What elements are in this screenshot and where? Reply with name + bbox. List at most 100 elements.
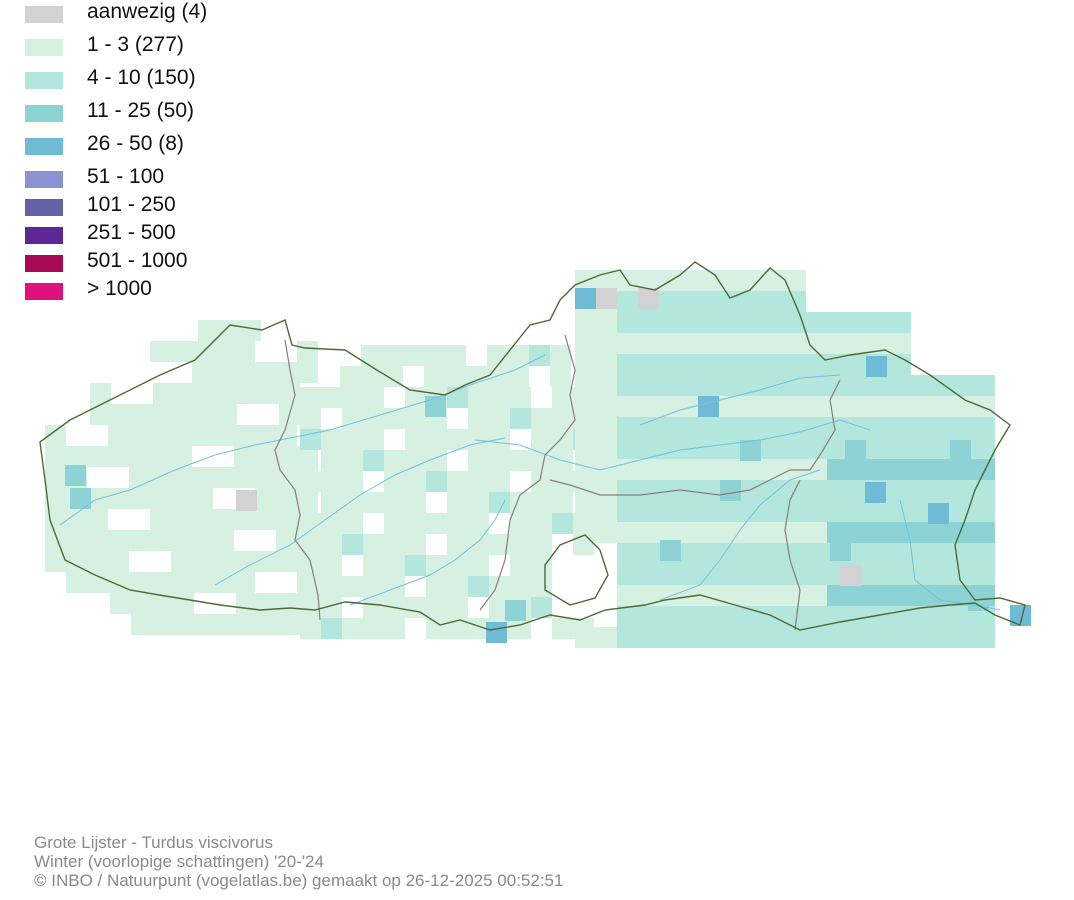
grid-cell	[659, 333, 680, 354]
grid-cell	[447, 513, 468, 534]
grid-cell	[722, 459, 743, 480]
grid-cell	[255, 467, 276, 488]
grid-cell	[911, 459, 932, 480]
grid-cell	[300, 471, 321, 492]
grid-cell	[426, 429, 447, 450]
grid-cell	[297, 488, 318, 509]
grid-cell	[508, 345, 529, 366]
grid-cell	[680, 270, 701, 291]
grid-cell	[722, 396, 743, 417]
grid-cell	[617, 396, 638, 417]
grid-cell	[596, 459, 617, 480]
grid-cell	[424, 366, 445, 387]
grid-cell	[764, 564, 785, 585]
grid-cell	[363, 555, 384, 576]
grid-cell	[447, 597, 468, 618]
grid-cell	[300, 408, 321, 429]
grid-cell	[90, 383, 111, 404]
grid-cell	[129, 530, 150, 551]
grid-cell	[342, 387, 363, 408]
grid-cell	[257, 614, 278, 635]
grid-cell	[129, 425, 150, 446]
grid-cell	[764, 501, 785, 522]
grid-cell	[468, 492, 489, 513]
grid-cell	[953, 627, 974, 648]
grid-cell	[701, 564, 722, 585]
legend-swatch	[25, 138, 63, 155]
grid-cell	[255, 446, 276, 467]
grid-cell	[300, 513, 321, 534]
grid-cell	[213, 551, 234, 572]
grid-cell	[426, 618, 447, 639]
grid-cell	[552, 429, 573, 450]
grid-cell	[638, 417, 659, 438]
period-caption: Winter (voorlopige schattingen) '20-'24	[34, 852, 324, 871]
grid-cell	[90, 404, 111, 425]
legend-label: 11 - 25 (50)	[87, 99, 194, 122]
grid-cell	[827, 627, 848, 648]
grid-cell	[806, 543, 827, 564]
legend-swatch	[25, 199, 63, 216]
grid-cell	[638, 354, 659, 375]
grid-cell	[932, 438, 953, 459]
grid-cell	[848, 333, 869, 354]
grid-cell	[743, 291, 764, 312]
grid-cell	[974, 564, 995, 585]
grid-cell	[953, 375, 974, 396]
legend-label: 26 - 50 (8)	[87, 132, 184, 155]
grid-cell	[171, 446, 192, 467]
grid-cell	[932, 480, 953, 501]
grid-cell	[403, 345, 424, 366]
grid-cell	[638, 396, 659, 417]
grid-cell	[911, 564, 932, 585]
grid-cell	[764, 417, 785, 438]
grid-cell	[764, 480, 785, 501]
grid-cell	[743, 522, 764, 543]
legend-swatch	[25, 283, 63, 300]
grid-cell	[638, 606, 659, 627]
grid-cell	[300, 555, 321, 576]
grid-cell	[276, 551, 297, 572]
grid-cell	[890, 501, 911, 522]
grid-cell	[468, 576, 489, 597]
grid-cell	[234, 362, 255, 383]
grid-cell	[405, 429, 426, 450]
grid-cell	[680, 480, 701, 501]
grid-cell	[552, 387, 573, 408]
grid-cell	[764, 438, 785, 459]
grid-cell	[529, 345, 550, 366]
grid-cell	[173, 593, 194, 614]
grid-cell	[785, 291, 806, 312]
grid-cell	[468, 618, 489, 639]
grid-cell	[150, 572, 171, 593]
grid-cell	[342, 534, 363, 555]
grid-cell	[953, 606, 974, 627]
grid-cell	[384, 618, 405, 639]
grid-cell	[45, 467, 66, 488]
grid-cell	[743, 417, 764, 438]
grid-cell	[827, 480, 848, 501]
grid-cell	[87, 446, 108, 467]
grid-cell	[865, 482, 886, 503]
grid-cell	[701, 522, 722, 543]
credit-caption: © INBO / Natuurpunt (vogelatlas.be) gema…	[34, 871, 564, 890]
grid-cell	[66, 572, 87, 593]
grid-cell	[638, 522, 659, 543]
grid-cell	[806, 459, 827, 480]
grid-cell	[174, 383, 195, 404]
river-leie	[214, 437, 506, 586]
grid-cell	[321, 555, 342, 576]
grid-cell	[869, 627, 890, 648]
grid-cell	[701, 480, 722, 501]
grid-cell	[869, 585, 890, 606]
grid-cell	[617, 564, 638, 585]
legend-label: 4 - 10 (150)	[87, 66, 196, 89]
river-dijle	[659, 469, 821, 601]
grid-cell	[108, 488, 129, 509]
grid-cell	[848, 585, 869, 606]
grid-cell	[806, 585, 827, 606]
legend-label: 1 - 3 (277)	[87, 33, 184, 56]
grid-cell	[638, 585, 659, 606]
grid-cell	[45, 509, 66, 530]
